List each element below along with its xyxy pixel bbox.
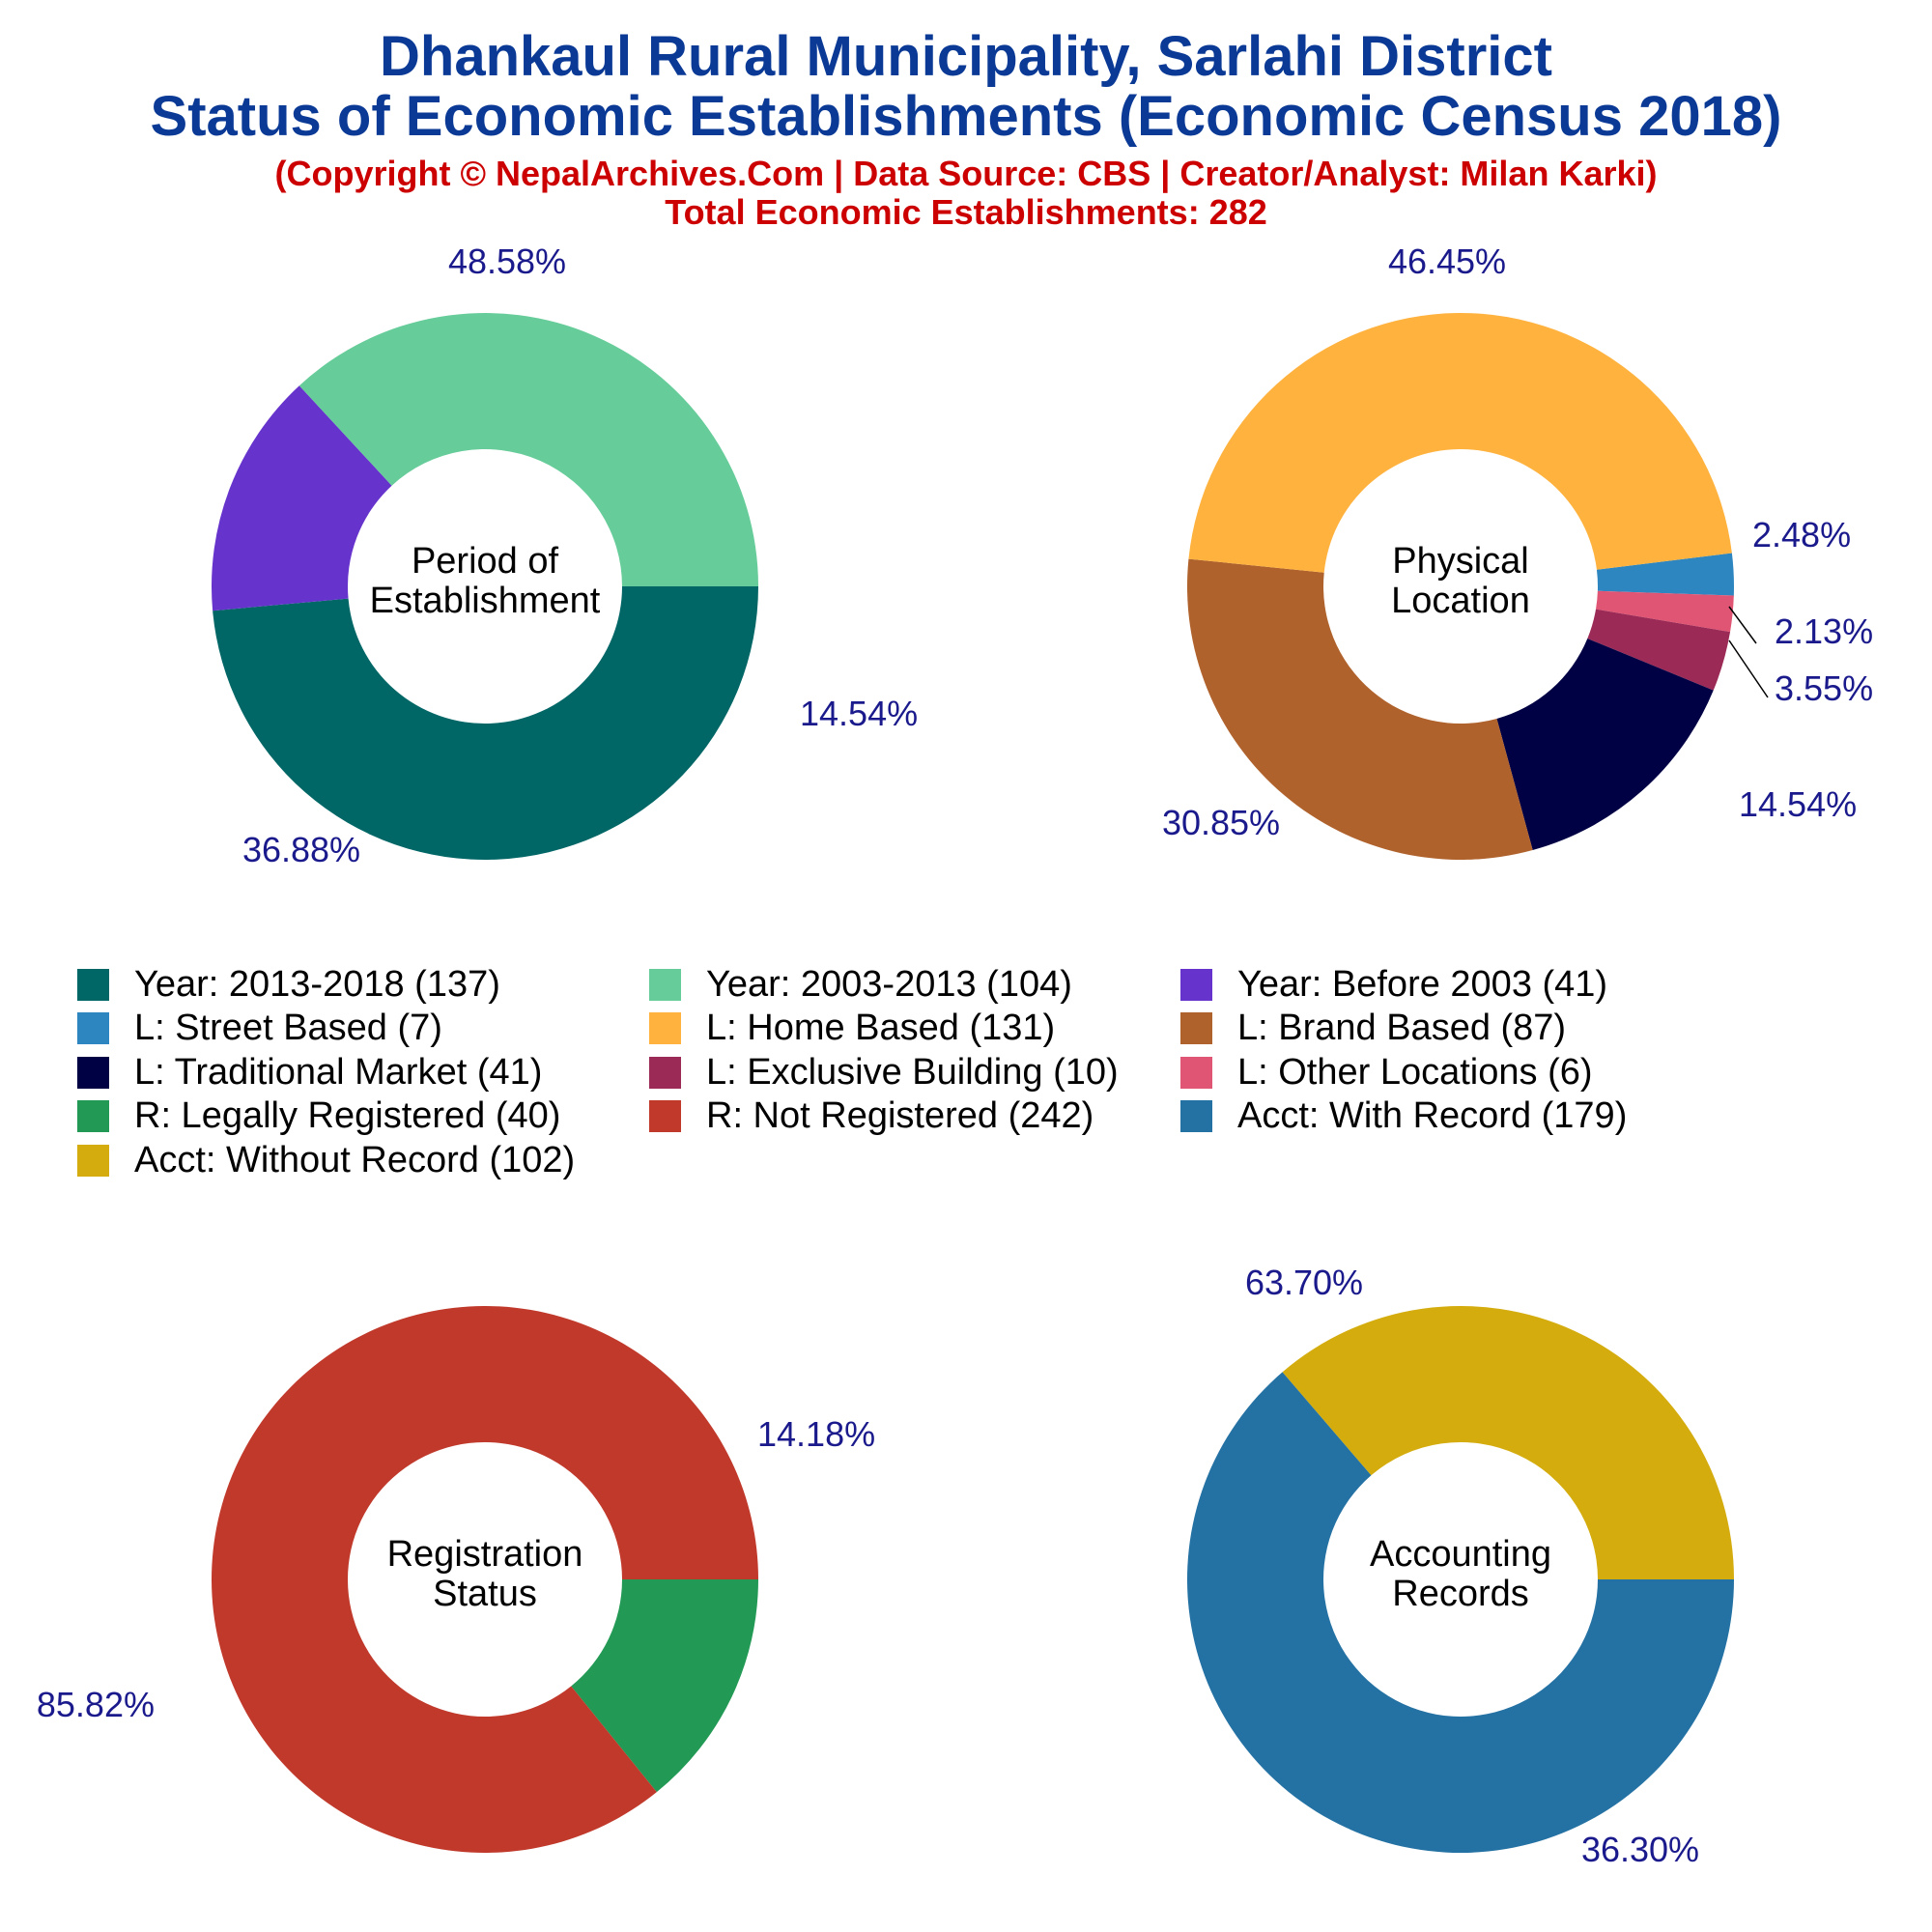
legend-item: L: Exclusive Building (10) [649, 1051, 1119, 1094]
legend-label: Acct: Without Record (102) [134, 1139, 576, 1180]
slice-percent-label: 14.18% [757, 1414, 875, 1454]
label-leader-line [1728, 639, 1769, 698]
legend-swatch [649, 1100, 681, 1132]
legend-item: L: Traditional Market (41) [77, 1051, 542, 1094]
chart-title-line2: Status of Economic Establishments (Econo… [150, 85, 1782, 148]
legend-label: Year: Before 2003 (41) [1237, 963, 1608, 1005]
donut-slice [1587, 609, 1731, 691]
slice-percent-label: 2.13% [1775, 611, 1873, 651]
donut-slice [1187, 1372, 1734, 1853]
chart-title-line1: Dhankaul Rural Municipality, Sarlahi Dis… [380, 25, 1552, 88]
legend-label: Year: 2013-2018 (137) [134, 963, 500, 1005]
legend-item: L: Street Based (7) [77, 1008, 442, 1050]
slice-percent-label: 63.70% [1245, 1263, 1363, 1302]
donut-center-label: Establishment [370, 581, 601, 621]
slice-percent-label: 48.58% [448, 242, 566, 281]
chart-total: Total Economic Establishments: 282 [665, 192, 1267, 232]
donut-slice [1187, 558, 1533, 860]
donut-slice [1596, 590, 1734, 633]
slice-percent-label: 85.82% [37, 1685, 155, 1724]
donut-slice [213, 586, 759, 860]
donut-center-label: Period of [412, 541, 559, 582]
donut-center-label: Status [433, 1574, 537, 1614]
donut-slice [298, 313, 758, 586]
slice-percent-label: 46.45% [1388, 242, 1506, 281]
legend-item: R: Not Registered (242) [649, 1095, 1094, 1138]
donut-slice [1496, 639, 1714, 850]
donut-chart: 2.48% 2.13% 3.55% 14.54% 30.85% 46.45% Physica… [1162, 242, 1873, 860]
legend-label: L: Other Locations (6) [1237, 1051, 1593, 1093]
legend-item: Year: Before 2003 (41) [1180, 963, 1607, 1006]
slice-percent-label: 14.54% [1739, 784, 1857, 824]
legend-label: L: Brand Based (87) [1237, 1008, 1567, 1048]
legend-label: L: Home Based (131) [706, 1008, 1056, 1048]
donut-center-label: Registration [387, 1534, 583, 1575]
legend-swatch [649, 1056, 681, 1089]
slice-percent-label: 3.55% [1775, 668, 1873, 708]
legend-item: R: Legally Registered (40) [77, 1095, 560, 1138]
slice-percent-label: 30.85% [1162, 803, 1280, 842]
legend-label: L: Exclusive Building (10) [706, 1051, 1119, 1093]
donut-slice [1282, 1306, 1734, 1579]
legend-swatch [77, 968, 109, 1001]
legend-item: Acct: With Record (179) [1180, 1095, 1627, 1138]
legend-label: L: Traditional Market (41) [134, 1051, 543, 1093]
legend-label: R: Legally Registered (40) [134, 1095, 561, 1136]
slice-percent-label: 36.88% [242, 830, 360, 869]
legend-swatch [77, 1012, 109, 1044]
donut-slice [1596, 553, 1734, 596]
donut-slice [1188, 312, 1732, 573]
legend-swatch [1180, 1056, 1212, 1089]
donut-center-label: Location [1391, 581, 1530, 621]
legend-label: Acct: With Record (179) [1237, 1095, 1628, 1136]
slice-percent-label: 2.48% [1752, 515, 1851, 554]
legend-label: R: Not Registered (242) [706, 1095, 1094, 1136]
donut-slice [571, 1579, 758, 1793]
legend-swatch [1180, 1100, 1212, 1132]
donut-center-label: Records [1392, 1574, 1529, 1614]
chart-subtitle: (Copyright © NepalArchives.Com | Data So… [274, 154, 1658, 193]
legend-swatch [77, 1056, 109, 1089]
slice-percent-label: 14.54% [800, 694, 918, 733]
legend-swatch [649, 1012, 681, 1044]
legend-item: Year: 2003-2013 (104) [649, 963, 1072, 1006]
legend-label: L: Street Based (7) [134, 1008, 442, 1048]
legend-item: Acct: Without Record (102) [77, 1139, 575, 1181]
legend-item: Year: 2013-2018 (137) [77, 963, 500, 1006]
legend-item: L: Other Locations (6) [1180, 1051, 1593, 1094]
chart-titles: Dhankaul Rural Municipality, Sarlahi Dis… [0, 27, 1932, 232]
label-leader-line [1728, 606, 1757, 644]
legend-swatch [77, 1100, 109, 1132]
legend-item: L: Home Based (131) [649, 1008, 1055, 1050]
donut-center-label: Physical [1392, 541, 1529, 582]
donut-center-label: Accounting [1370, 1534, 1551, 1575]
legend-swatch [77, 1144, 109, 1177]
legend-label: Year: 2003-2013 (104) [706, 963, 1072, 1005]
legend-swatch [649, 968, 681, 1001]
legend-item: L: Brand Based (87) [1180, 1008, 1566, 1050]
slice-percent-label: 36.30% [1581, 1830, 1699, 1869]
legend-swatch [1180, 968, 1212, 1001]
donut-slice [212, 1306, 759, 1853]
donut-slice [212, 385, 392, 611]
legend-swatch [1180, 1012, 1212, 1044]
